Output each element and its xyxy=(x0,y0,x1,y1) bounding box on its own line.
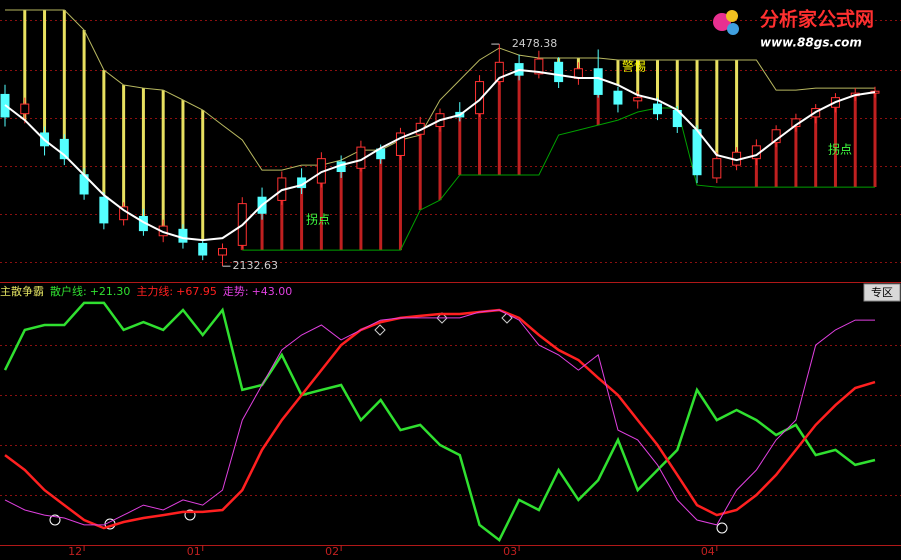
candle-body xyxy=(593,68,603,95)
bottom-grid xyxy=(0,345,901,496)
logo-name: 分析家公式网 xyxy=(760,8,874,31)
series-line xyxy=(4,68,876,242)
signal-circle xyxy=(49,514,61,526)
candle-body xyxy=(178,228,188,243)
annotation: 拐点 xyxy=(828,142,852,157)
x-tick-label: 04 xyxy=(701,545,715,558)
candle-body xyxy=(494,61,504,83)
candle-body xyxy=(20,103,30,115)
candle-body xyxy=(534,58,544,75)
signal-diamond xyxy=(501,312,513,324)
legend-name: 主力线: xyxy=(136,284,173,298)
series-line xyxy=(242,107,875,251)
legend-name: 走势: xyxy=(223,285,249,298)
candle-body xyxy=(613,90,623,105)
signal-circle xyxy=(184,509,196,521)
logo-icon xyxy=(727,23,739,35)
annotation: 警惕 xyxy=(622,59,646,74)
candle-body xyxy=(198,242,208,256)
x-tick-label: 01 xyxy=(187,545,201,558)
legend-value: +67.95 xyxy=(176,285,217,298)
button-label[interactable]: 专区 xyxy=(871,285,893,299)
logo-icon xyxy=(726,10,738,22)
candle-body xyxy=(475,81,485,115)
series-line xyxy=(5,9,875,171)
indicator-title: 主散争霸 xyxy=(0,284,44,298)
high-label: 2478.38 xyxy=(512,37,558,50)
logo-url: www.88gs.com xyxy=(760,36,862,50)
candle-body xyxy=(692,129,702,176)
legend-value: +43.00 xyxy=(252,285,293,298)
annotation: 拐点 xyxy=(306,212,330,227)
series-line xyxy=(3,301,876,543)
signal-diamond xyxy=(436,312,448,324)
x-tick-label: 02 xyxy=(325,545,339,558)
low-label: 2132.63 xyxy=(233,259,279,272)
series-line xyxy=(4,309,875,526)
candle-body xyxy=(218,248,227,256)
candle-body xyxy=(633,97,643,102)
legend-value: +21.30 xyxy=(90,285,131,298)
x-tick-label: 03 xyxy=(503,545,517,558)
candle-body xyxy=(712,158,722,179)
x-tick-label: 12 xyxy=(68,545,82,558)
top-grid xyxy=(0,20,901,263)
series-line xyxy=(4,308,876,530)
candle-body xyxy=(99,196,109,224)
candle-body xyxy=(59,138,69,160)
signal-diamond xyxy=(374,324,386,336)
signal-circle xyxy=(716,522,728,534)
legend-name: 散户线: xyxy=(50,284,87,298)
button[interactable] xyxy=(863,283,901,302)
candle-body xyxy=(554,61,564,83)
logo: 分析家公式网 www.88gs.com xyxy=(713,8,874,50)
candle-body xyxy=(653,103,662,115)
candle-body xyxy=(395,132,405,156)
